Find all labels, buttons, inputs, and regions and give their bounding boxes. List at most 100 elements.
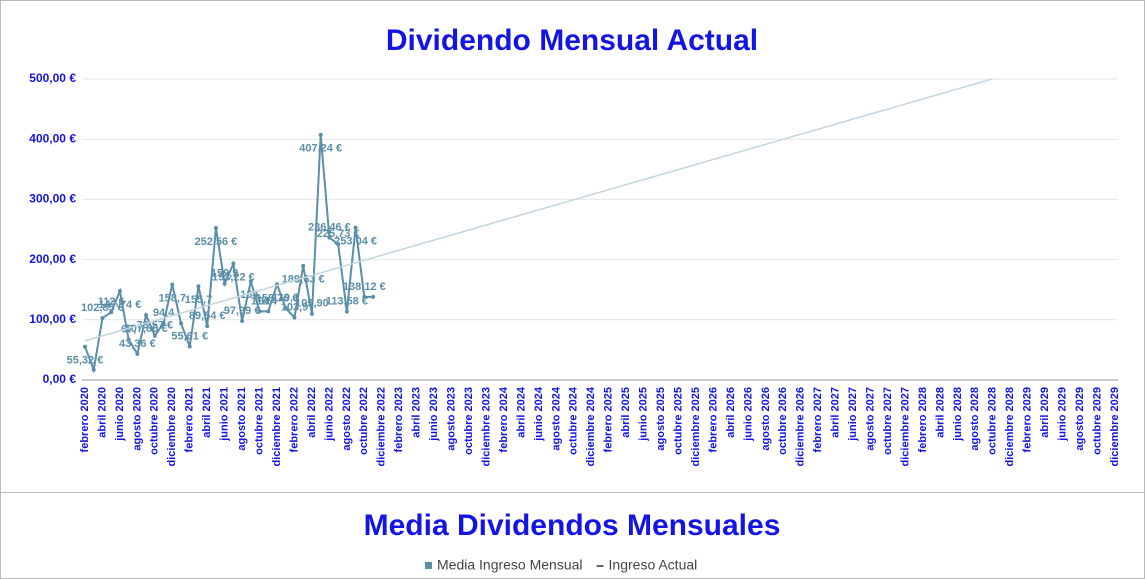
data-point xyxy=(362,294,367,299)
x-tick-label: diciembre 2029 xyxy=(1109,387,1121,467)
x-tick-label: abril 2020 xyxy=(96,387,108,438)
x-tick-label: agosto 2024 xyxy=(550,386,562,450)
x-tick-label: febrero 2027 xyxy=(812,387,824,452)
x-tick-label: febrero 2022 xyxy=(288,387,300,452)
x-tick-label: agosto 2025 xyxy=(655,387,667,451)
data-point xyxy=(196,284,201,289)
data-label: 43,36 € xyxy=(119,338,156,350)
x-tick-label: abril 2027 xyxy=(830,387,842,438)
data-label: 119,1 xyxy=(272,292,299,304)
data-point xyxy=(83,344,87,349)
x-tick-label: febrero 2021 xyxy=(184,387,196,452)
data-point xyxy=(100,316,105,321)
data-point xyxy=(222,281,227,286)
x-tick-label: febrero 2023 xyxy=(393,387,405,452)
data-label: 97,99 € xyxy=(224,305,261,317)
data-point xyxy=(161,321,166,326)
data-label: 236,46 € xyxy=(308,222,351,234)
data-label: 193,22 € xyxy=(212,272,255,284)
data-point xyxy=(353,225,358,230)
x-tick-label: febrero 2026 xyxy=(707,387,719,452)
x-tick-label: abril 2021 xyxy=(201,387,213,438)
x-tick-label: agosto 2027 xyxy=(864,387,876,451)
data-point xyxy=(109,310,114,315)
data-label: 252,56 € xyxy=(195,236,238,248)
legend-marker xyxy=(425,562,432,569)
x-tick-label: febrero 2020 xyxy=(79,387,91,452)
data-point xyxy=(126,337,131,342)
data-label: 114 xyxy=(251,295,270,307)
y-tick-label: 0,00 € xyxy=(43,372,77,386)
chart-panel xyxy=(0,492,1145,579)
data-label: 159,9 xyxy=(211,268,239,280)
x-tick-label: junio 2020 xyxy=(114,387,126,442)
data-point xyxy=(283,306,288,311)
data-point xyxy=(152,333,157,338)
legend-label: Ingreso Actual xyxy=(609,557,698,573)
data-label: 103,9 xyxy=(281,301,309,313)
x-tick-label: junio 2026 xyxy=(742,387,754,442)
x-tick-label: diciembre 2024 xyxy=(585,386,597,466)
x-tick-label: octubre 2021 xyxy=(253,387,265,455)
data-label: 112,6 xyxy=(98,296,125,308)
data-point xyxy=(327,235,332,240)
x-tick-label: agosto 2022 xyxy=(341,387,353,451)
x-tick-label: octubre 2026 xyxy=(777,387,789,455)
x-tick-label: octubre 2024 xyxy=(568,386,580,455)
data-label: 147,74 € xyxy=(99,299,142,311)
y-tick-label: 100,00 € xyxy=(29,312,76,326)
x-tick-label: abril 2022 xyxy=(306,387,318,438)
x-tick-label: junio 2023 xyxy=(428,387,440,442)
data-label: 138,12 € xyxy=(343,281,386,293)
x-tick-label: octubre 2028 xyxy=(987,387,999,455)
x-tick-label: junio 2021 xyxy=(219,387,231,442)
x-tick-label: diciembre 2028 xyxy=(1004,387,1016,467)
data-point xyxy=(266,309,271,314)
data-point xyxy=(257,309,262,314)
x-tick-label: agosto 2023 xyxy=(446,387,458,451)
x-tick-label: agosto 2020 xyxy=(131,387,143,451)
data-label: 89,54 € xyxy=(189,310,226,322)
data-point xyxy=(170,282,175,287)
x-tick-label: octubre 2020 xyxy=(149,387,161,455)
x-tick-label: febrero 2024 xyxy=(498,386,510,452)
data-label: 109,90 xyxy=(295,298,329,310)
data-label: 225,73 € xyxy=(317,228,360,240)
data-point xyxy=(248,279,253,284)
x-tick-label: abril 2025 xyxy=(620,387,632,438)
data-label: 114 xyxy=(259,295,278,307)
data-label: 94,4 xyxy=(153,307,175,319)
x-tick-label: agosto 2026 xyxy=(760,387,772,451)
chart-panel xyxy=(0,0,1145,493)
x-tick-label: junio 2025 xyxy=(638,387,650,442)
data-label: 189,63 € xyxy=(282,274,325,286)
data-label: 55,32 € xyxy=(67,355,104,367)
data-point xyxy=(91,367,96,372)
x-tick-label: junio 2029 xyxy=(1057,387,1069,442)
y-tick-label: 300,00 € xyxy=(29,192,76,206)
x-tick-label: diciembre 2021 xyxy=(271,387,283,467)
data-point xyxy=(301,263,306,268)
x-tick-label: junio 2022 xyxy=(323,387,335,442)
x-tick-label: diciembre 2025 xyxy=(690,387,702,467)
x-tick-label: agosto 2029 xyxy=(1074,387,1086,451)
data-label: 158,76 € xyxy=(256,292,299,304)
y-tick-label: 200,00 € xyxy=(29,252,76,266)
x-tick-label: abril 2029 xyxy=(1039,387,1051,438)
data-point xyxy=(292,315,297,320)
data-label: 158,7 xyxy=(159,292,187,304)
x-tick-label: febrero 2025 xyxy=(603,387,615,452)
x-tick-label: octubre 2025 xyxy=(672,387,684,455)
data-label: 113,58 € xyxy=(326,296,368,308)
data-point xyxy=(205,324,210,329)
x-tick-label: agosto 2028 xyxy=(969,387,981,451)
data-point xyxy=(117,289,122,294)
data-point xyxy=(144,313,149,318)
x-tick-label: abril 2026 xyxy=(725,387,737,438)
data-label: 253,04 € xyxy=(334,236,377,248)
data-label: 155,7 xyxy=(185,294,213,306)
x-tick-label: diciembre 2027 xyxy=(899,387,911,467)
data-point xyxy=(309,311,314,316)
x-tick-label: abril 2024 xyxy=(515,386,527,438)
data-point xyxy=(240,319,245,324)
